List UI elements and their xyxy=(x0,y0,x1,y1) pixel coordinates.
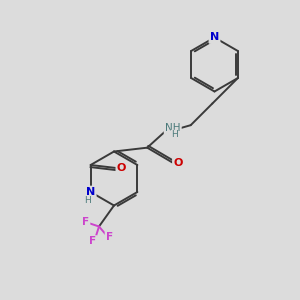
Text: F: F xyxy=(89,236,97,247)
Text: O: O xyxy=(173,158,183,168)
Text: F: F xyxy=(82,217,89,227)
Text: O: O xyxy=(117,163,126,173)
Text: H: H xyxy=(84,196,91,205)
Text: N: N xyxy=(86,187,95,197)
Text: N: N xyxy=(210,32,219,43)
Text: H: H xyxy=(171,130,178,139)
Text: NH: NH xyxy=(165,123,181,133)
Text: F: F xyxy=(106,232,113,242)
